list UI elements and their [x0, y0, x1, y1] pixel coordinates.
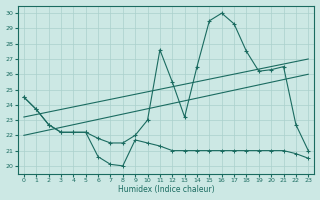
X-axis label: Humidex (Indice chaleur): Humidex (Indice chaleur) [118, 185, 214, 194]
